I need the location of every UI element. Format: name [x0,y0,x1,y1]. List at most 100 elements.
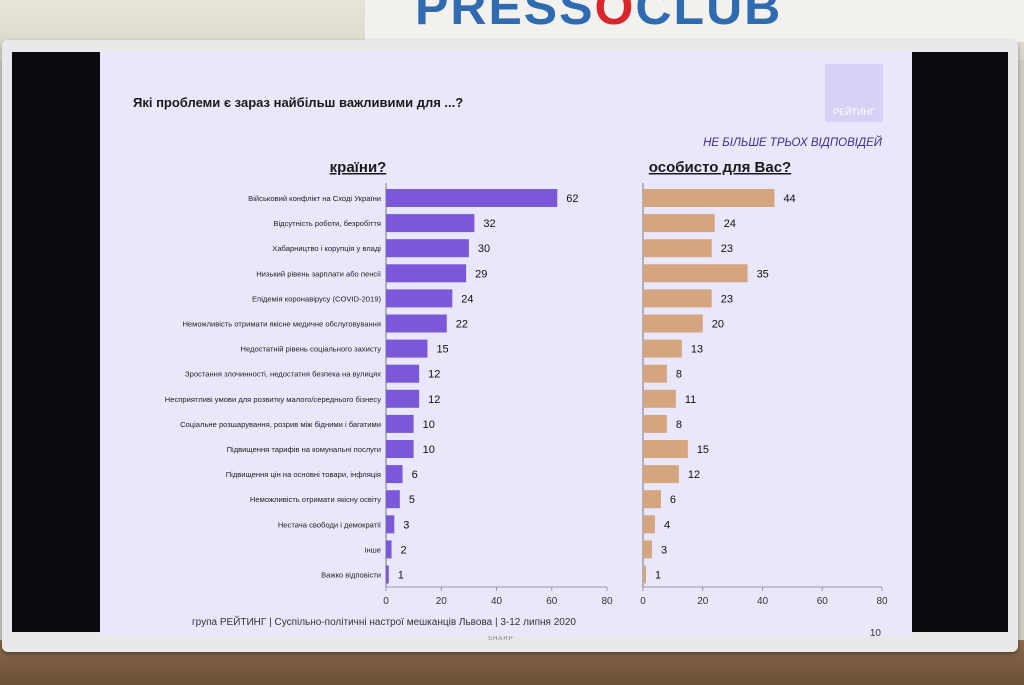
personal-value-label: 20 [712,319,724,331]
presentation-slide: РЕЙТИНГ Які проблеми є зараз найбільш ва… [100,52,912,636]
personal-bar [643,289,712,308]
country-value-label: 22 [456,319,468,331]
rating-logo-box [825,64,883,122]
country-value-label: 62 [566,193,578,205]
country-category-label: Несприятливі умови для розвитку малого/с… [165,395,381,404]
country-category-label: Неможливість отримати якісну освіту [250,495,381,504]
personal-bar [643,339,682,358]
personal-value-label: 44 [783,193,795,205]
country-value-label: 6 [412,469,418,481]
country-bar [386,540,392,559]
personal-tick-label: 60 [817,596,829,607]
personal-bar [643,515,655,534]
country-category-label: Підвищення тарифів на комунальні послуги [227,445,381,454]
country-category-label: Підвищення цін на основні товари, інфляц… [226,470,381,479]
slide-title: Які проблеми є зараз найбільш важливими … [133,95,463,110]
personal-value-label: 8 [676,419,682,431]
personal-tick-label: 0 [640,596,646,607]
personal-value-label: 11 [685,394,696,406]
country-value-label: 32 [483,218,495,230]
personal-tick-label: 40 [757,596,769,607]
country-value-label: 12 [428,369,440,381]
personal-bar [643,314,703,333]
country-tick-label: 0 [383,596,389,607]
country-bar [386,364,420,383]
country-bar [386,264,467,283]
country-value-label: 15 [436,344,448,356]
country-bar [386,465,403,484]
country-bar [386,515,395,534]
personal-bar [643,540,652,559]
country-value-label: 5 [409,494,415,506]
country-category-label: Низький рівень зарплати або пенсії [256,269,382,278]
personal-value-label: 8 [676,369,682,381]
personal-value-label: 3 [661,544,667,556]
country-value-label: 24 [461,293,473,305]
country-bar [386,414,414,433]
personal-value-label: 24 [724,218,736,230]
personal-bar [643,189,775,207]
personal-bar-chart: 0 20 40 60 80 44 24 23 35 23 20 13 8 11 8 15 12 6 4 3 1 [640,183,888,607]
personal-tick-label: 20 [697,596,709,607]
country-bar [386,214,475,233]
personal-bar [643,565,646,584]
country-category-label: Відсутність роботи, безробіття [273,219,381,228]
country-bar [386,189,558,207]
country-bar [386,289,453,308]
country-category-label: Інше [364,545,381,554]
country-bar [386,490,400,509]
country-value-label: 10 [423,444,435,456]
survey-bar-charts: РЕЙТИНГ Які проблеми є зараз найбільш ва… [133,64,888,636]
country-value-label: 3 [403,519,409,531]
country-category-label: Нестача свободи і демократії [278,520,382,529]
country-category-label: Військовий конфлікт на Сході України [248,194,381,203]
tv-brand-label: SHARP [488,636,514,642]
country-category-label: Епідемія коронавірусу (COVID-2019) [252,294,381,303]
personal-value-label: 23 [721,293,733,305]
press-club-banner: PRESSOCLUB [365,0,1024,42]
personal-value-label: 23 [721,243,733,255]
country-tick-label: 40 [491,596,503,607]
personal-value-label: 12 [688,469,700,481]
country-tick-label: 20 [436,596,448,607]
press-club-logo: PRESSOCLUB [415,0,783,35]
country-value-label: 10 [423,419,435,431]
page-number: 10 [870,628,882,636]
country-tick-label: 80 [601,596,613,607]
country-bar [386,339,428,358]
country-category-label: Зростання злочинності, недостатня безпек… [185,370,381,379]
country-bar [386,565,389,584]
country-value-label: 12 [428,394,440,406]
personal-bar [643,490,661,509]
country-category-label: Соціальне розшарування, розрив між бідни… [180,420,381,429]
country-category-label: Важко відповісти [321,571,381,580]
country-category-label: Недостатній рівень соціального захисту [241,345,382,354]
personal-bar [643,364,667,383]
slide-footer: група РЕЙТИНГ | Суспільно-політичні наст… [192,615,576,628]
country-bar [386,314,447,333]
personal-bar [643,465,679,484]
country-bar [386,239,469,258]
personal-value-label: 35 [757,268,769,280]
personal-value-label: 4 [664,519,670,531]
country-category-label: Хабарництво і корупція у владі [272,244,381,253]
country-value-label: 1 [398,570,404,582]
country-category-label: Неможливість отримати якісне медичне обс… [182,320,381,329]
personal-bar [643,239,712,258]
country-value-label: 30 [478,243,490,255]
personal-bar [643,264,748,283]
personal-value-label: 1 [655,570,661,582]
personal-bar [643,214,715,233]
personal-bar [643,440,688,458]
rating-logo-text: РЕЙТИНГ [833,106,875,117]
country-chart-title: країни? [330,159,387,176]
country-bar [386,389,420,408]
country-bar [386,440,414,458]
personal-value-label: 6 [670,494,676,506]
personal-value-label: 15 [697,444,709,456]
country-value-label: 29 [475,268,487,280]
max-answers-note: НЕ БІЛЬШЕ ТРЬОХ ВІДПОВІДЕЙ [703,136,883,149]
personal-value-label: 13 [691,344,703,356]
personal-tick-label: 80 [876,596,888,607]
